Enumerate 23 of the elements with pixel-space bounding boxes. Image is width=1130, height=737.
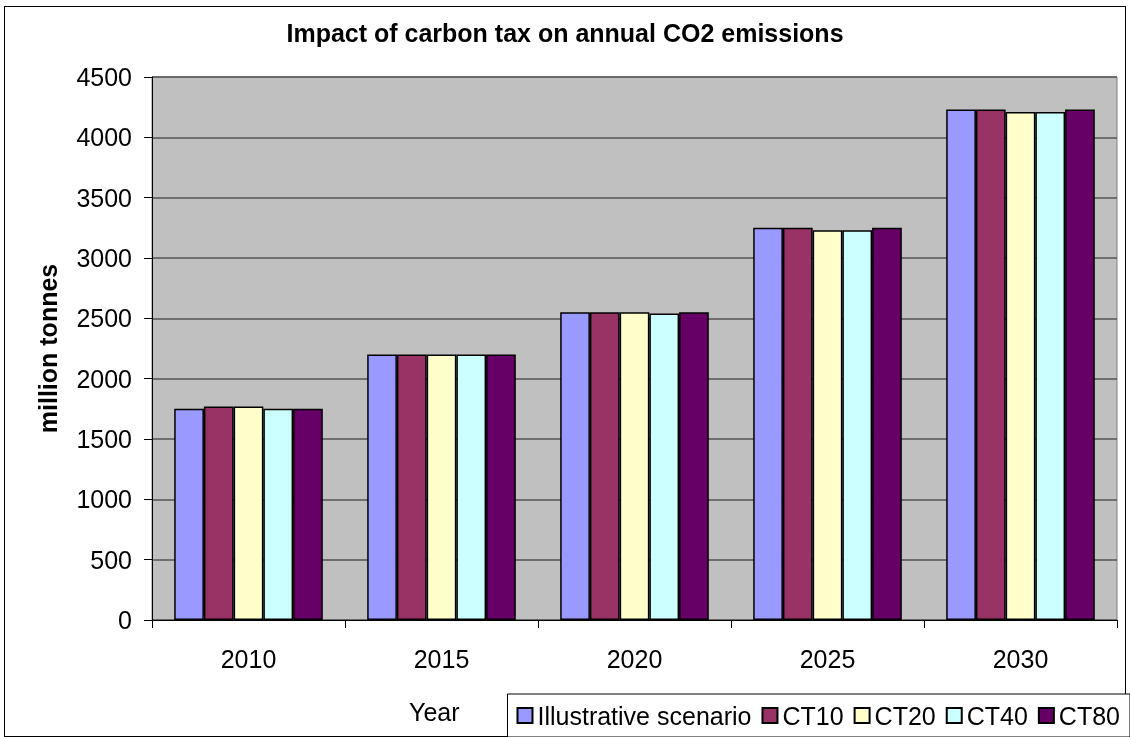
y-axis-title: million tonnes [33, 263, 62, 434]
y-tick-label: 1000 [76, 485, 132, 514]
legend-label: Illustrative scenario [537, 701, 752, 730]
x-tick-label: 2010 [220, 644, 277, 673]
y-tick-label: 4500 [76, 63, 132, 91]
legend-label: CT40 [966, 701, 1028, 730]
y-tick-label: 4000 [76, 123, 132, 152]
y-tick-label: 500 [90, 545, 132, 574]
y-tick-label: 3500 [76, 183, 132, 212]
x-tick-label: 2015 [413, 644, 470, 673]
chart-title: Impact of carbon tax on annual CO2 emissions [286, 18, 844, 47]
y-tick-label: 0 [118, 606, 132, 634]
y-tick-label: 1500 [76, 425, 132, 453]
x-tick-label: 2030 [992, 644, 1049, 673]
y-tick-label: 3000 [76, 244, 132, 272]
x-tick-label: 2025 [799, 644, 856, 673]
x-axis-title: Year [409, 697, 460, 726]
y-tick-label: 2000 [76, 364, 132, 393]
legend-label: CT20 [874, 701, 936, 730]
y-tick-label: 2500 [76, 304, 132, 333]
legend-label: CT10 [782, 701, 844, 730]
x-tick-label: 2020 [606, 644, 663, 673]
legend-label: CT80 [1058, 701, 1121, 730]
